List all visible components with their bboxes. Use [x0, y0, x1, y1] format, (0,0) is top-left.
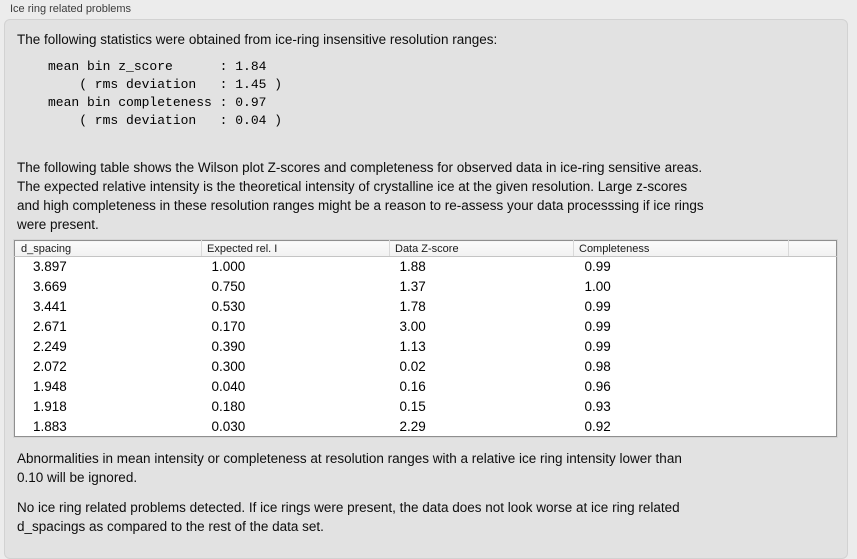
- cell-empty: [788, 376, 837, 397]
- cell-empty: [788, 336, 837, 357]
- cell-data-z-score: 0.02: [389, 356, 574, 377]
- cell-expected-rel-i: 0.030: [201, 416, 390, 437]
- cell-completeness: 0.96: [573, 376, 789, 397]
- cell-expected-rel-i: 0.040: [201, 376, 390, 397]
- cell-d-spacing: 1.883: [14, 416, 202, 437]
- cell-completeness: 0.99: [573, 296, 789, 317]
- ice-ring-panel: The following statistics were obtained f…: [4, 19, 848, 559]
- ice-ring-table[interactable]: d_spacing Expected rel. I Data Z-score C…: [14, 240, 837, 437]
- cell-d-spacing: 1.918: [14, 396, 202, 417]
- cell-empty: [788, 316, 837, 337]
- cell-completeness: 0.99: [573, 316, 789, 337]
- table-header: d_spacing Expected rel. I Data Z-score C…: [14, 240, 837, 257]
- cell-data-z-score: 0.16: [389, 376, 574, 397]
- column-header-empty[interactable]: [788, 240, 837, 257]
- cell-data-z-score: 1.78: [389, 296, 574, 317]
- cell-data-z-score: 0.15: [389, 396, 574, 417]
- table-row[interactable]: 3.441 0.530 1.78 0.99: [14, 296, 837, 317]
- cell-d-spacing: 2.249: [14, 336, 202, 357]
- column-header-data-z-score[interactable]: Data Z-score: [389, 240, 574, 257]
- cell-empty: [788, 416, 837, 437]
- column-header-completeness[interactable]: Completeness: [573, 240, 789, 257]
- cell-empty: [788, 276, 837, 297]
- table-row[interactable]: 2.072 0.300 0.02 0.98: [14, 356, 837, 377]
- cell-d-spacing: 2.671: [14, 316, 202, 337]
- cell-completeness: 0.99: [573, 336, 789, 357]
- table-row[interactable]: 1.883 0.030 2.29 0.92: [14, 416, 837, 437]
- cell-expected-rel-i: 0.750: [201, 276, 390, 297]
- conclusion-text: No ice ring related problems detected. I…: [17, 500, 680, 534]
- cell-data-z-score: 1.88: [389, 256, 574, 277]
- column-header-expected-rel-i[interactable]: Expected rel. I: [201, 240, 390, 257]
- cell-data-z-score: 3.00: [389, 316, 574, 337]
- cell-expected-rel-i: 1.000: [201, 256, 390, 277]
- cell-expected-rel-i: 0.390: [201, 336, 390, 357]
- cell-data-z-score: 1.13: [389, 336, 574, 357]
- statistics-intro-text: The following statistics were obtained f…: [17, 32, 498, 47]
- cell-d-spacing: 3.897: [14, 256, 202, 277]
- table-row[interactable]: 1.948 0.040 0.16 0.96: [14, 376, 837, 397]
- cell-completeness: 0.93: [573, 396, 789, 417]
- cell-completeness: 0.92: [573, 416, 789, 437]
- statistics-block: mean bin z_score : 1.84 ( rms deviation …: [48, 59, 283, 128]
- column-header-d-spacing[interactable]: d_spacing: [14, 240, 202, 257]
- cell-empty: [788, 356, 837, 377]
- cell-completeness: 1.00: [573, 276, 789, 297]
- table-row[interactable]: 2.671 0.170 3.00 0.99: [14, 316, 837, 337]
- table-body: 3.897 1.000 1.88 0.99 3.669 0.750 1.37 1…: [14, 256, 837, 437]
- cell-d-spacing: 3.441: [14, 296, 202, 317]
- cell-expected-rel-i: 0.530: [201, 296, 390, 317]
- table-row[interactable]: 3.669 0.750 1.37 1.00: [14, 276, 837, 297]
- cell-empty: [788, 396, 837, 417]
- section-title: Ice ring related problems: [10, 3, 132, 15]
- cell-data-z-score: 2.29: [389, 416, 574, 437]
- cell-expected-rel-i: 0.300: [201, 356, 390, 377]
- cell-d-spacing: 2.072: [14, 356, 202, 377]
- ignore-note-text: Abnormalities in mean intensity or compl…: [17, 451, 682, 485]
- cell-expected-rel-i: 0.180: [201, 396, 390, 417]
- cell-data-z-score: 1.37: [389, 276, 574, 297]
- table-description-text: The following table shows the Wilson plo…: [17, 160, 704, 232]
- table-row[interactable]: 1.918 0.180 0.15 0.93: [14, 396, 837, 417]
- cell-completeness: 0.99: [573, 256, 789, 277]
- cell-completeness: 0.98: [573, 356, 789, 377]
- table-row[interactable]: 2.249 0.390 1.13 0.99: [14, 336, 837, 357]
- cell-empty: [788, 256, 837, 277]
- table-row[interactable]: 3.897 1.000 1.88 0.99: [14, 256, 837, 277]
- cell-expected-rel-i: 0.170: [201, 316, 390, 337]
- cell-d-spacing: 1.948: [14, 376, 202, 397]
- cell-empty: [788, 296, 837, 317]
- cell-d-spacing: 3.669: [14, 276, 202, 297]
